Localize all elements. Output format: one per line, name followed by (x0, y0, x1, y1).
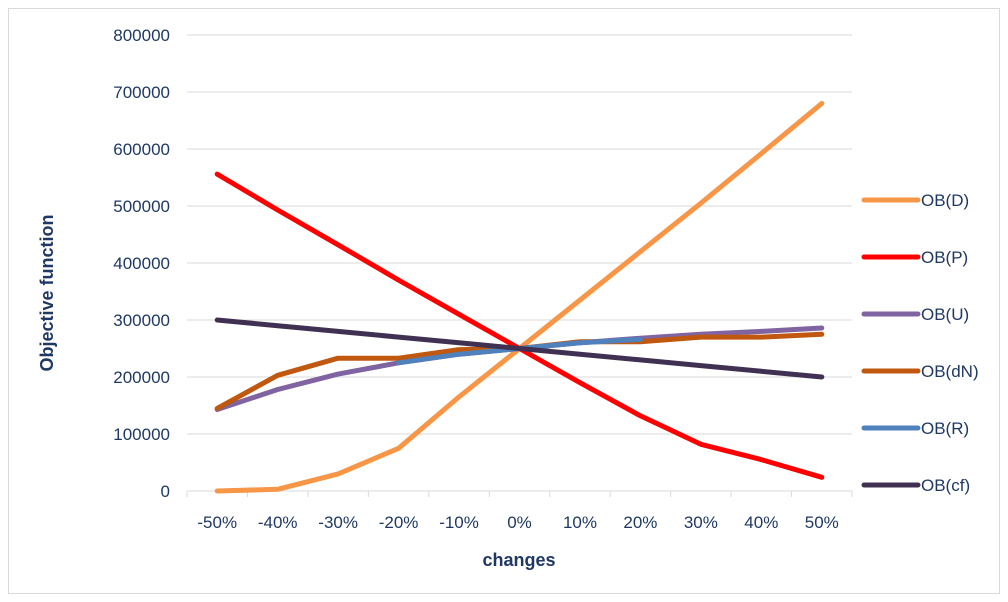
y-tick-label: 700000 (113, 83, 170, 102)
y-tick-label: 300000 (113, 311, 170, 330)
x-tick-label: 50% (805, 513, 839, 532)
legend-label: OB(P) (921, 248, 968, 267)
y-tick-label: 500000 (113, 197, 170, 216)
y-axis-title: Objective function (37, 214, 57, 371)
y-tick-label: 400000 (113, 254, 170, 273)
legend-item: OB(D) (861, 191, 969, 210)
x-tick-label: 30% (684, 513, 718, 532)
y-tick-label: 0 (161, 482, 170, 501)
y-tick-label: 600000 (113, 140, 170, 159)
legend-label: OB(U) (921, 305, 969, 324)
x-tick-label: 20% (623, 513, 657, 532)
legend-item: OB(dN) (861, 362, 979, 381)
x-tick-label: -30% (318, 513, 358, 532)
series-lines (214, 100, 825, 494)
chart-frame (8, 8, 1000, 594)
gridlines (187, 34, 852, 492)
x-axis-title: changes (482, 550, 555, 570)
legend-label: OB(R) (921, 419, 969, 438)
x-tick-label: 0% (507, 513, 532, 532)
y-tick-label: 100000 (113, 425, 170, 444)
legend-item: OB(P) (861, 248, 968, 267)
legend: OB(D) OB(P) OB(U) OB(dN) OB(R) OB(cf) (861, 191, 979, 495)
x-tick-label: -50% (197, 513, 237, 532)
legend-item: OB(cf) (861, 476, 970, 495)
x-axis-ticks: -50% -40% -30% -20% -10% 0% 10% 20% 30% 40% 50% (186, 490, 853, 532)
series-line-obd (214, 100, 825, 494)
x-tick-label: -10% (439, 513, 479, 532)
x-tick-label: 10% (563, 513, 597, 532)
legend-label: OB(dN) (921, 362, 979, 381)
series-line-obp (214, 171, 825, 480)
legend-label: OB(cf) (921, 476, 970, 495)
y-tick-label: 200000 (113, 368, 170, 387)
legend-item: OB(U) (861, 305, 969, 324)
x-tick-label: -40% (258, 513, 298, 532)
series-line-obcf (214, 317, 825, 380)
legend-item: OB(R) (861, 419, 969, 438)
x-tick-label: -20% (379, 513, 419, 532)
y-tick-label: 800000 (113, 26, 170, 45)
y-axis-ticks: 0 100000 200000 300000 400000 500000 600000 700… (113, 26, 170, 501)
legend-label: OB(D) (921, 191, 969, 210)
x-tick-label: 40% (744, 513, 778, 532)
